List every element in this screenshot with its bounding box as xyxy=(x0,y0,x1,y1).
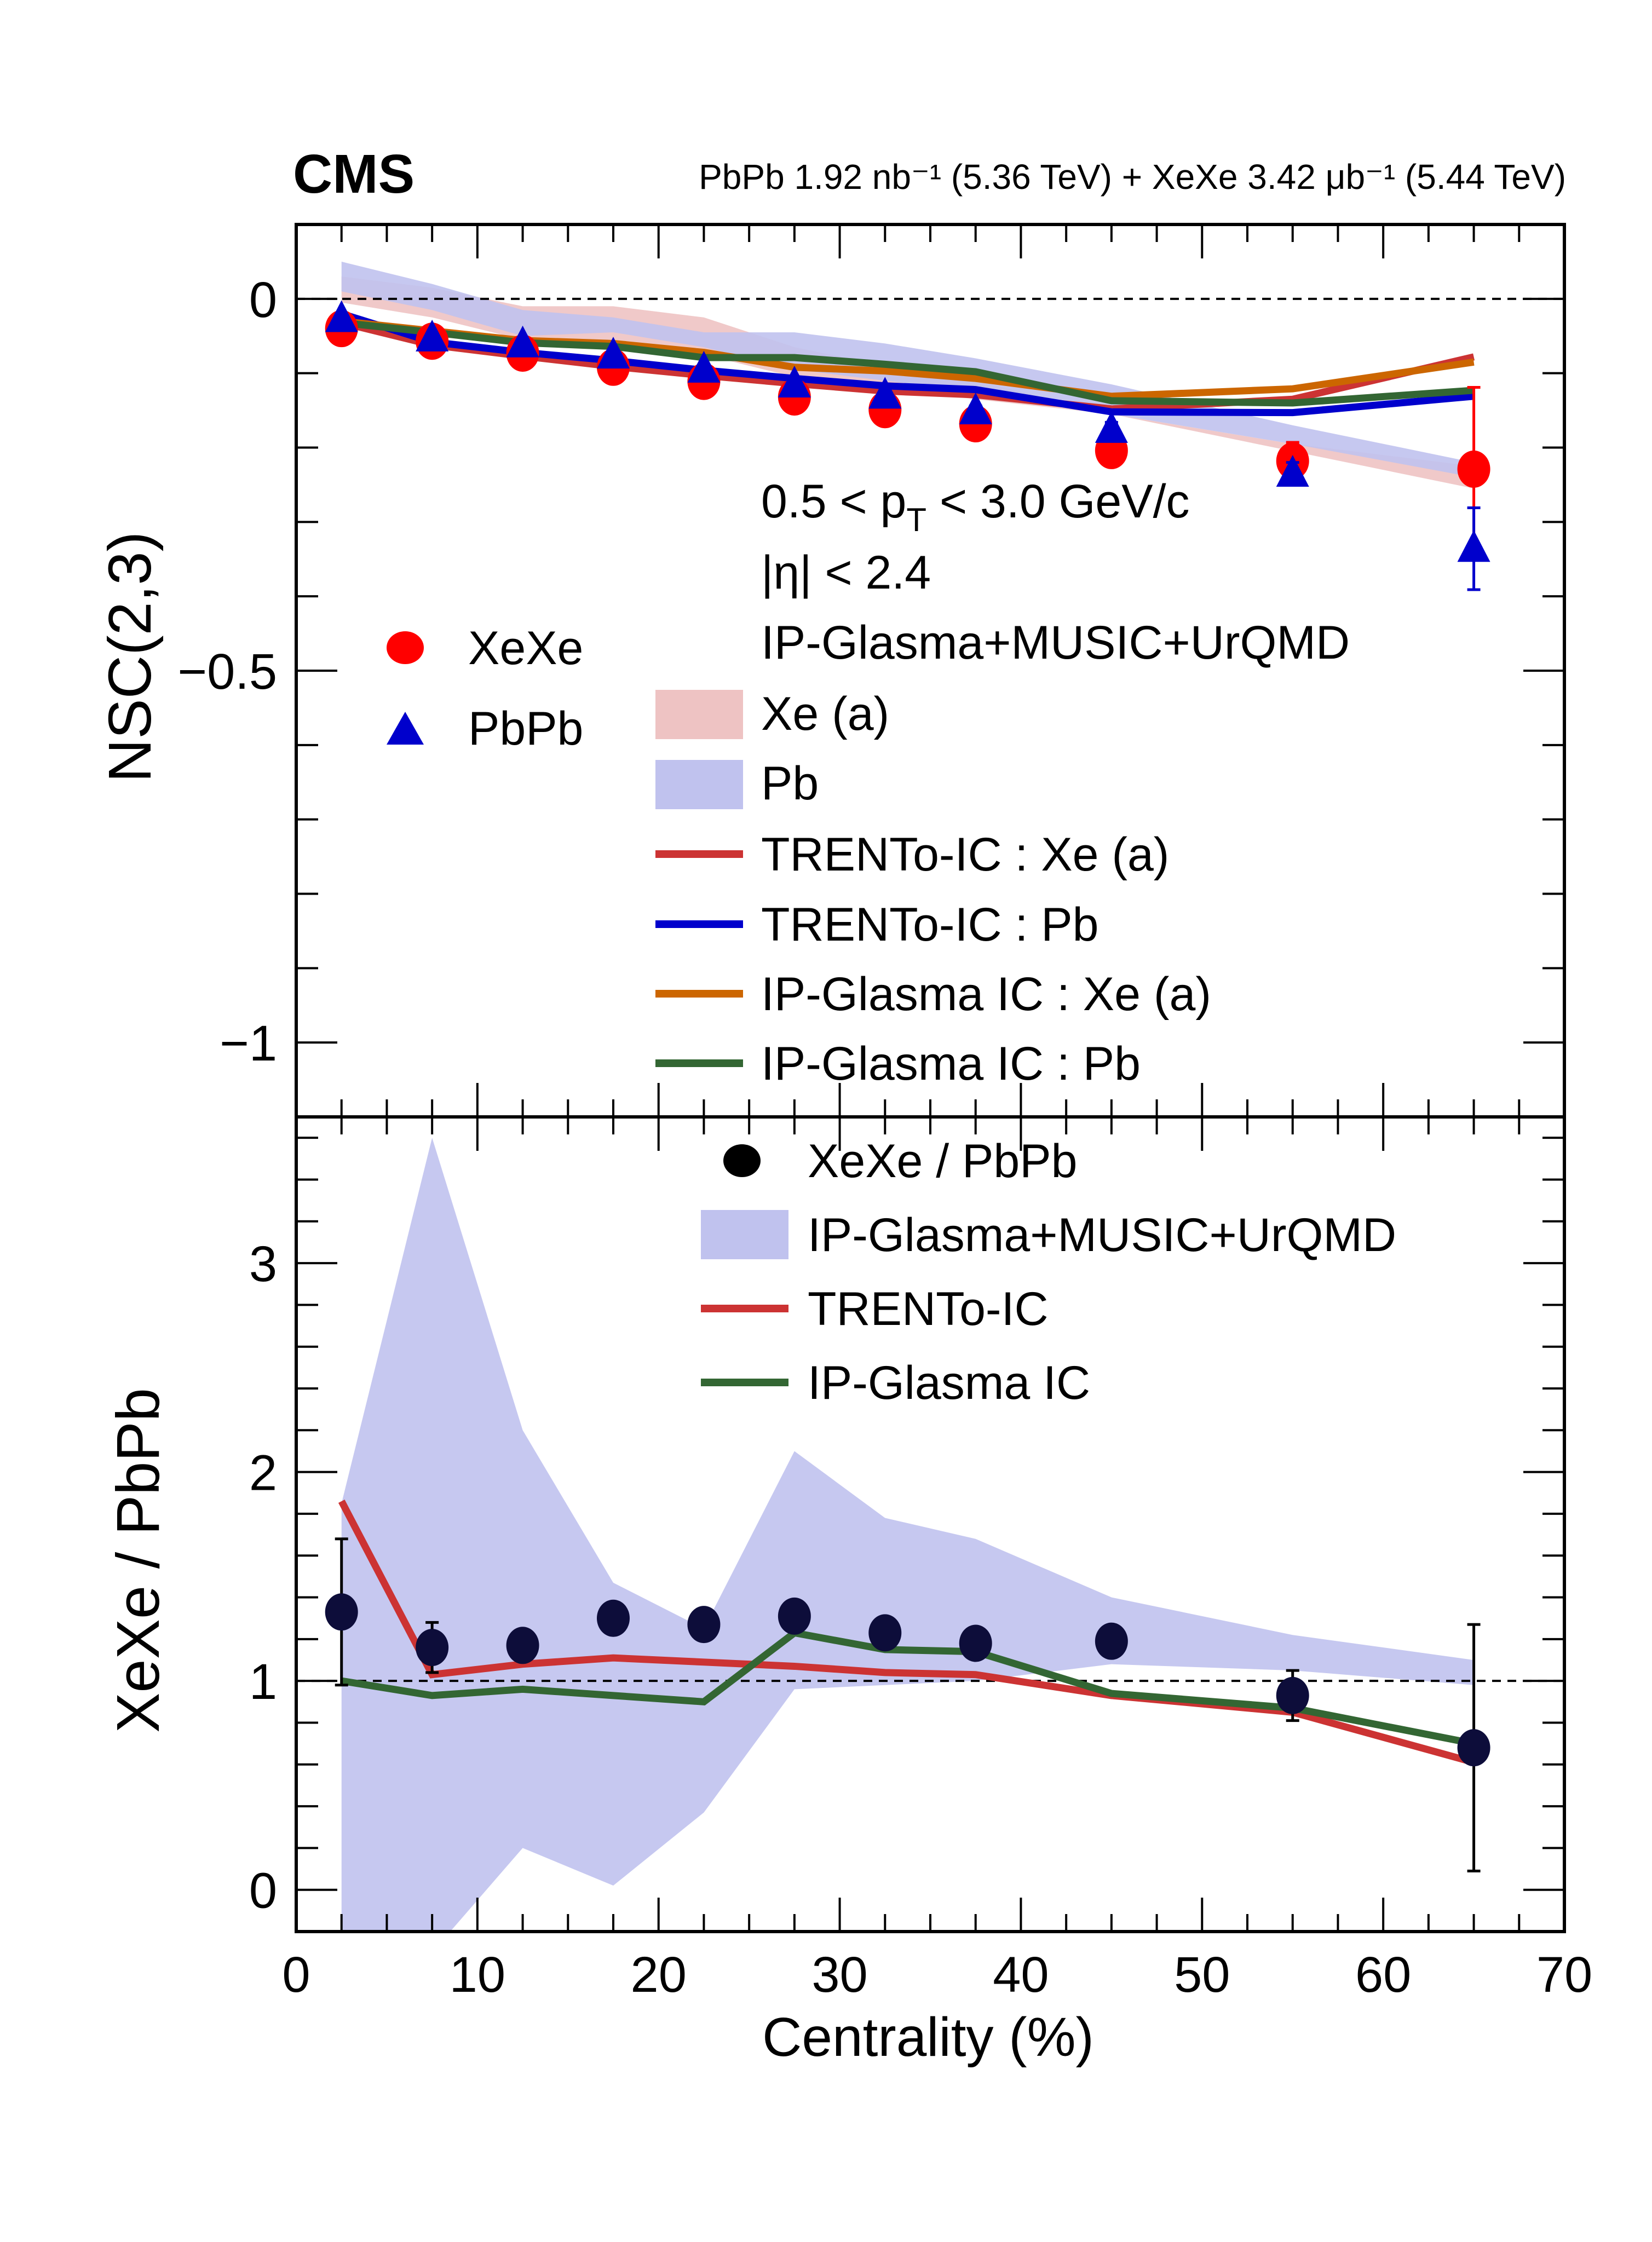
legend-label: TRENTo-IC xyxy=(808,1283,1049,1335)
legend-band-swatch xyxy=(655,690,743,739)
point-xexe-pbpb xyxy=(959,1624,992,1662)
experiment-label: CMS xyxy=(293,143,415,205)
point-pbpb xyxy=(325,300,358,332)
point-xexe-pbpb xyxy=(1276,1676,1309,1714)
band-ip-glasma-music-urqmd xyxy=(341,1138,1474,1932)
y-tick-label: 1 xyxy=(249,1654,277,1710)
plot-area xyxy=(296,261,1564,591)
point-pbpb xyxy=(1276,455,1309,487)
point-pbpb xyxy=(1095,411,1128,443)
legend-entry-ratio-band: IP-Glasma+MUSIC+UrQMD xyxy=(701,1209,1396,1261)
legend-label: TRENTo-IC : Pb xyxy=(761,898,1098,951)
point-xexe-pbpb xyxy=(597,1599,630,1637)
point-pbpb xyxy=(778,366,811,398)
point-xexe-pbpb xyxy=(868,1614,902,1652)
point-xexe-pbpb xyxy=(778,1597,811,1635)
x-tick-label: 10 xyxy=(450,1947,505,2003)
legend-band-swatch xyxy=(655,760,743,809)
legend-entry-trento-pb: TRENTo-IC : Pb xyxy=(655,898,1098,951)
legend-circle-marker xyxy=(723,1144,761,1177)
y-tick-label: 3 xyxy=(249,1236,277,1292)
x-tick-label: 20 xyxy=(631,1947,687,2003)
top-panel: 0 −0.5 −1 xyxy=(177,223,1566,1119)
y-tick-label: −0.5 xyxy=(177,644,277,700)
legend-label: XeXe / PbPb xyxy=(808,1135,1077,1188)
legend-label: Xe (a) xyxy=(761,688,889,740)
legend-entry-ipglasma-xe: IP-Glasma IC : Xe (a) xyxy=(655,968,1211,1021)
point-pbpb xyxy=(416,319,449,351)
legend-entry-ratio-ipglasma: IP-Glasma IC xyxy=(701,1357,1090,1409)
legend-entry-xe-band: Xe (a) xyxy=(655,688,889,740)
point-xexe xyxy=(1457,450,1490,488)
point-pbpb xyxy=(959,392,992,424)
point-xexe-pbpb xyxy=(416,1629,449,1667)
x-tick-label: 60 xyxy=(1355,1947,1411,2003)
y-tick-label: −1 xyxy=(220,1016,277,1071)
point-xexe-pbpb xyxy=(1095,1622,1128,1660)
legend-triangle-marker xyxy=(387,712,424,745)
x-tick-label: 70 xyxy=(1536,1947,1592,2003)
x-tick-label: 0 xyxy=(282,1947,310,2003)
legend-entry-ipglasma-pb: IP-Glasma IC : Pb xyxy=(655,1038,1141,1090)
point-xexe-pbpb xyxy=(325,1593,358,1631)
top-y-axis-title: NSC(2,3) xyxy=(96,532,164,782)
legend-label: XeXe xyxy=(468,622,583,675)
eta-range-annotation: |η| < 2.4 xyxy=(761,546,931,599)
point-xexe-pbpb xyxy=(1457,1729,1490,1767)
y-tick-label: 0 xyxy=(249,1863,277,1919)
x-axis-title: Centrality (%) xyxy=(762,2007,1094,2068)
pt-range-annotation: 0.5 < pT < 3.0 GeV/c xyxy=(761,475,1189,538)
legend-entry-ratio: XeXe / PbPb xyxy=(723,1135,1077,1188)
x-tick-label: 30 xyxy=(811,1947,867,2003)
legend-label: IP-Glasma IC xyxy=(808,1357,1090,1409)
point-pbpb xyxy=(597,337,630,369)
legend-entry-pb-band: Pb xyxy=(655,757,819,810)
line-ip-glasma-ic-pb xyxy=(341,319,1475,407)
lumi-label: PbPb 1.92 nb⁻¹ (5.36 TeV) + XeXe 3.42 μb… xyxy=(699,157,1566,197)
plot-area xyxy=(296,1138,1564,1932)
legend-band-swatch xyxy=(701,1210,788,1259)
legend-label: IP-Glasma+MUSIC+UrQMD xyxy=(808,1209,1396,1261)
legend-entry-xexe: XeXe xyxy=(387,622,583,675)
legend-label: Pb xyxy=(761,757,819,810)
legend-label: PbPb xyxy=(468,702,583,755)
point-xexe-pbpb xyxy=(506,1627,539,1664)
legend-entry-ratio-trento: TRENTo-IC xyxy=(701,1283,1049,1335)
bottom-y-axis-title: XeXe / PbPb xyxy=(105,1388,172,1733)
point-pbpb xyxy=(506,325,539,358)
legend-label: IP-Glasma IC : Pb xyxy=(761,1038,1141,1090)
legend-label: IP-Glasma IC : Xe (a) xyxy=(761,968,1211,1021)
legend-label: TRENTo-IC : Xe (a) xyxy=(761,828,1169,881)
legend-entry-pbpb: PbPb xyxy=(387,702,583,755)
model-header-annotation: IP-Glasma+MUSIC+UrQMD xyxy=(761,616,1350,669)
point-pbpb xyxy=(868,377,902,409)
point-xexe-pbpb xyxy=(687,1606,721,1644)
y-tick-label: 2 xyxy=(249,1445,277,1501)
legend-circle-marker xyxy=(387,631,424,664)
x-tick-label: 50 xyxy=(1174,1947,1230,2003)
point-pbpb xyxy=(1457,530,1490,562)
y-tick-label: 0 xyxy=(249,272,277,328)
point-pbpb xyxy=(687,350,721,383)
x-tick-label: 40 xyxy=(993,1947,1049,2003)
legend-entry-trento-xe: TRENTo-IC : Xe (a) xyxy=(655,828,1169,881)
